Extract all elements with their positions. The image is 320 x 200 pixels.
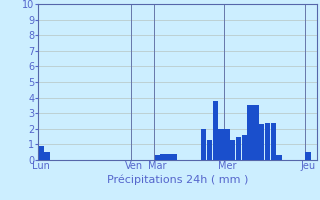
Bar [224, 129, 229, 160]
Bar [39, 146, 44, 160]
Bar [155, 155, 160, 160]
Bar [172, 154, 177, 160]
Bar [213, 101, 218, 160]
Bar [276, 155, 282, 160]
Bar [306, 152, 311, 160]
Bar [242, 135, 247, 160]
Bar [236, 137, 241, 160]
Bar [219, 129, 224, 160]
Bar [253, 105, 259, 160]
Bar [247, 105, 253, 160]
X-axis label: Précipitations 24h ( mm ): Précipitations 24h ( mm ) [107, 174, 248, 185]
Bar [161, 154, 166, 160]
Bar [265, 123, 270, 160]
Bar [207, 140, 212, 160]
Bar [259, 124, 264, 160]
Bar [230, 140, 235, 160]
Bar [166, 154, 172, 160]
Bar [271, 123, 276, 160]
Bar [201, 129, 206, 160]
Bar [44, 152, 50, 160]
